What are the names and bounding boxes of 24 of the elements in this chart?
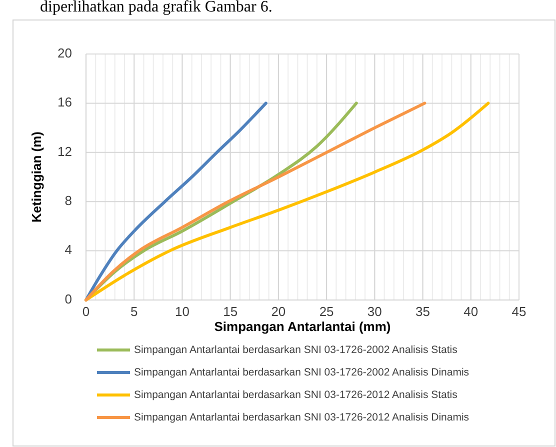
x-tick-label: 15 (223, 304, 238, 319)
legend-label: Simpangan Antarlantai berdasarkan SNI 03-1726-2002 Analisis Dinamis (134, 366, 470, 378)
x-tick-label: 35 (416, 304, 430, 319)
y-tick-label: 8 (64, 193, 72, 208)
legend-label: Simpangan Antarlantai berdasarkan SNI 03-1726-2002 Analisis Statis (134, 344, 458, 356)
y-tick-label: 0 (64, 291, 72, 306)
line-series (84, 102, 426, 302)
y-tick-label: 12 (58, 144, 72, 159)
x-tick-label: 25 (319, 304, 334, 319)
x-tick-label: 30 (367, 304, 382, 319)
x-tick-label: 5 (130, 304, 138, 319)
x-tick-label: 0 (82, 304, 90, 319)
y-axis-title: Ketinggian (m) (29, 132, 44, 222)
x-axis-title: Simpangan Antarlantai (mm) (214, 319, 391, 334)
legend-label: Simpangan Antarlantai berdasarkan SNI 03-1726-2012 Analisis Dinamis (134, 411, 470, 424)
legend-label: Simpangan Antarlantai berdasarkan SNI 03-1726-2012 Analisis Statis (134, 388, 458, 401)
x-tick-label: 40 (464, 304, 478, 319)
y-tick-label: 16 (58, 94, 72, 110)
x-tick-label: 10 (174, 304, 190, 319)
x-tick-label: 45 (512, 304, 526, 319)
y-tick-label: 20 (58, 45, 72, 60)
text: diperlihatkan pada grafik Gambar 6. (40, 0, 272, 16)
y-tick-label: 4 (64, 242, 72, 258)
x-tick-label: 20 (271, 304, 286, 319)
